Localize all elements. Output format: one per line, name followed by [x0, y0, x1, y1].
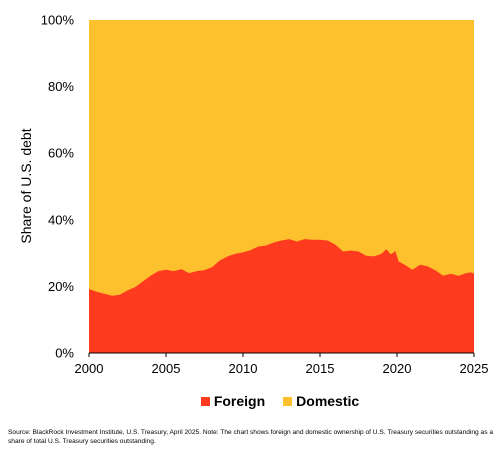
legend-label-domestic: Domestic [296, 393, 360, 409]
y-axis-title: Share of U.S. debt [18, 128, 34, 243]
x-tick-label-2015: 2015 [306, 361, 335, 376]
y-tick-label-60: 60% [48, 146, 74, 161]
stacked-area-chart: 2000 2005 2010 2015 2020 2025 0% 20% 40% 60% 80% 10… [18, 13, 489, 377]
axes: 2000 2005 2010 2015 2020 2025 0% 20% 40% 60% 80% 10… [41, 13, 489, 377]
source-note: Source: BlackRock Investment Institute, … [8, 429, 493, 445]
y-tick-label-20: 20% [48, 279, 74, 294]
y-tick-label-80: 80% [48, 79, 74, 94]
x-tick-label-2010: 2010 [229, 361, 258, 376]
legend: Foreign Domestic [0, 393, 500, 409]
y-tick-label-40: 40% [48, 212, 74, 227]
area-foreign [89, 239, 474, 353]
legend-item-foreign: Foreign [200, 393, 266, 409]
legend-swatch-foreign [200, 396, 210, 406]
plot-area [89, 20, 474, 353]
legend-item-domestic: Domestic [283, 393, 359, 409]
x-tick-label-2020: 2020 [383, 361, 412, 376]
y-tick-label-100: 100% [41, 13, 75, 28]
x-tick-label-2005: 2005 [152, 361, 181, 376]
x-tick-label-2025: 2025 [460, 361, 489, 376]
legend-swatch-domestic [283, 396, 293, 406]
x-tick-label-2000: 2000 [75, 361, 104, 376]
y-tick-label-0: 0% [55, 346, 74, 361]
legend-label-foreign: Foreign [213, 393, 266, 409]
